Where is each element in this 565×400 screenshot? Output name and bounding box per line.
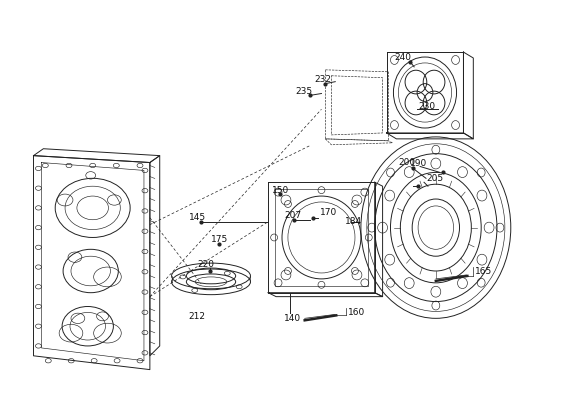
Text: 170: 170 [319,208,337,217]
Text: 212: 212 [189,312,206,321]
Text: 150: 150 [272,186,289,195]
Text: 165: 165 [475,266,493,276]
Text: 184: 184 [345,217,362,226]
Text: 207: 207 [284,211,301,220]
Text: 240: 240 [394,52,411,62]
Text: 235: 235 [296,87,313,96]
Text: 200: 200 [398,158,415,167]
Text: 205: 205 [426,174,443,183]
Text: 140: 140 [284,314,301,323]
Text: 145: 145 [189,213,206,222]
Text: 175: 175 [211,235,228,244]
Text: 190: 190 [410,159,428,168]
Text: 160: 160 [348,308,366,317]
Text: 220: 220 [197,260,214,268]
Text: 230: 230 [418,102,435,111]
Text: 232: 232 [315,75,332,84]
